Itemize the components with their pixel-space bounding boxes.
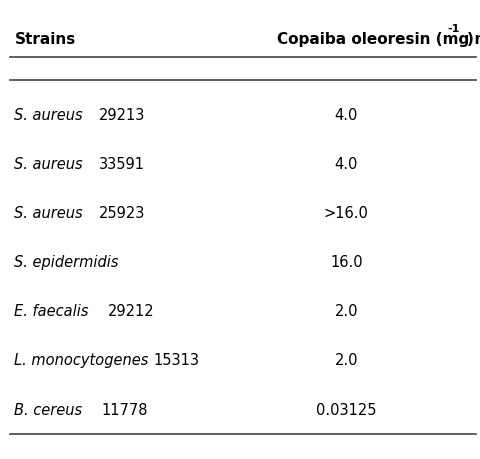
Text: L. monocytogenes: L. monocytogenes (14, 353, 148, 369)
Text: 29212: 29212 (108, 304, 155, 319)
Text: 11778: 11778 (101, 403, 147, 418)
Text: 0.03125: 0.03125 (315, 403, 376, 418)
Text: S. epidermidis: S. epidermidis (14, 255, 119, 270)
Text: -1: -1 (446, 24, 459, 34)
Text: 2.0: 2.0 (334, 353, 357, 369)
Text: Strains: Strains (14, 32, 75, 47)
Text: 15313: 15313 (154, 353, 200, 369)
Text: ): ) (466, 32, 472, 47)
Text: 33591: 33591 (98, 157, 144, 172)
Text: B. cereus: B. cereus (14, 403, 83, 418)
Text: 16.0: 16.0 (329, 255, 362, 270)
Text: 2.0: 2.0 (334, 304, 357, 319)
Text: S. aureus: S. aureus (14, 206, 83, 221)
Text: Copaiba oleoresin (mg ml: Copaiba oleoresin (mg ml (276, 32, 480, 47)
Text: E. faecalis: E. faecalis (14, 304, 89, 319)
Text: 4.0: 4.0 (334, 108, 357, 123)
Text: S. aureus: S. aureus (14, 157, 83, 172)
Text: S. aureus: S. aureus (14, 108, 83, 123)
Text: 4.0: 4.0 (334, 157, 357, 172)
Text: 29213: 29213 (98, 108, 144, 123)
Text: 25923: 25923 (98, 206, 144, 221)
Text: >16.0: >16.0 (323, 206, 368, 221)
